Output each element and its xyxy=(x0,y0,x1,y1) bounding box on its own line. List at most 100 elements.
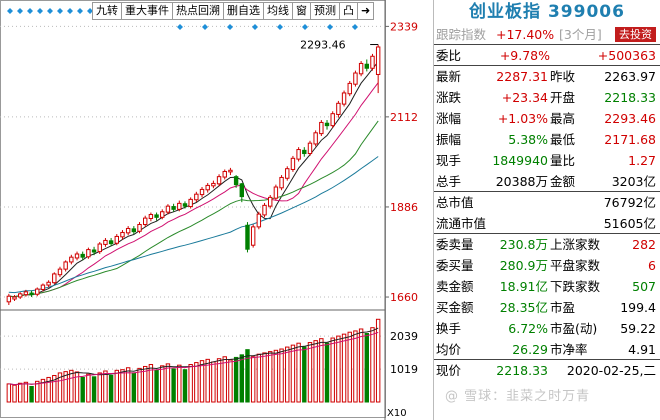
candle-body xyxy=(290,157,296,170)
toolbar-item-2[interactable]: 热点回溯 xyxy=(173,3,224,19)
stats-value: 6 xyxy=(648,258,656,273)
volume-bar xyxy=(336,335,341,403)
volume-ma10-line xyxy=(8,331,379,386)
toolbar-item-7[interactable]: 凸 xyxy=(340,3,358,19)
volume-bar xyxy=(120,369,125,403)
quote-label: 涨跌 xyxy=(436,90,462,105)
candle-body xyxy=(358,62,364,75)
volume-bar xyxy=(302,346,307,403)
candle-body xyxy=(188,198,193,208)
volume-bar xyxy=(233,356,239,403)
candle-body xyxy=(137,223,142,232)
stats-value: 230.8万 xyxy=(499,237,548,252)
candle-body xyxy=(256,213,262,228)
quote-label: 总手 xyxy=(436,174,462,189)
market-label: 流通市值 xyxy=(436,216,487,231)
stats-value: 28.35亿 xyxy=(499,300,548,315)
volume-bar xyxy=(108,375,114,403)
candle-body xyxy=(341,92,347,105)
stats-label: 卖金额 xyxy=(436,279,474,294)
kline-chart-svg[interactable]: 2339 2112 1886 1660 2039 1019 X10 2293.46 xyxy=(0,0,433,420)
event-marker-icon xyxy=(77,8,83,14)
quote-value: 2171.68 xyxy=(604,132,656,147)
volume-bar xyxy=(86,373,91,403)
event-marker-icon xyxy=(7,8,13,14)
candle-body xyxy=(228,169,233,173)
event-marker-icon xyxy=(277,24,283,30)
event-marker-icon xyxy=(227,24,233,30)
invest-button[interactable]: 去投资 xyxy=(615,27,656,42)
footer-row: 现价 2218.33 2020-02-25,二 xyxy=(434,360,660,381)
event-marker-icon xyxy=(27,8,33,14)
quote-label: 振幅 xyxy=(436,132,462,147)
ma5-line xyxy=(8,61,379,298)
candle-body xyxy=(233,176,239,186)
volume-bar xyxy=(74,371,80,403)
candle-body xyxy=(307,142,313,155)
high-marker-label: 2293.46 xyxy=(300,39,346,52)
volume-bar xyxy=(262,352,267,403)
volume-bar xyxy=(35,380,40,403)
stats-row: 委卖量 230.8万 上涨家数 282 xyxy=(434,234,660,255)
volume-bar xyxy=(143,365,148,403)
volume-bar xyxy=(12,384,17,403)
toolbar-item-5[interactable]: 窗 xyxy=(293,3,311,19)
volume-bar xyxy=(211,361,216,403)
stats-label: 委卖量 xyxy=(436,237,474,252)
stats-row: 换手 6.72% 市盈(动) 59.22 xyxy=(434,318,660,339)
stats-label: 均价 xyxy=(436,342,462,357)
stats-value: 26.29 xyxy=(512,342,548,357)
volume-bar xyxy=(239,354,245,403)
candle-body xyxy=(239,183,245,198)
candle-body xyxy=(330,113,335,127)
candle-body xyxy=(216,176,222,185)
toolbar-item-1[interactable]: 重大事件 xyxy=(122,3,173,19)
volume-bar xyxy=(52,375,57,403)
quote-row: 最新 2287.31 昨收 2263.97 xyxy=(434,66,660,87)
quote-value: +23.34 xyxy=(501,90,548,105)
candle-body xyxy=(91,249,97,253)
event-marker-icon xyxy=(302,24,308,30)
stats-label: 市净率 xyxy=(550,342,588,357)
candle-body xyxy=(120,231,125,238)
volume-bar xyxy=(279,348,284,403)
volume-bar xyxy=(63,371,68,403)
quote-row: 总手 20388万 金额 3203亿 xyxy=(434,171,660,192)
candle-body xyxy=(296,149,301,160)
price-tick-label: 1886 xyxy=(390,201,418,214)
volume-bar xyxy=(194,362,199,403)
price-tick-label: 2112 xyxy=(390,111,418,124)
volume-bar xyxy=(375,318,381,403)
volume-bar xyxy=(250,356,256,403)
candle-body xyxy=(319,121,324,135)
volume-bar xyxy=(222,356,227,403)
toolbar-item-8[interactable]: ➜ xyxy=(361,4,371,17)
quote-value: 1849940 xyxy=(492,153,548,168)
track-row: 跟踪指数 +17.40% [3个月] 去投资 xyxy=(434,24,660,45)
kline-chart-area[interactable]: 2339 2112 1886 1660 2039 1019 X10 2293.46 九转 重大事… xyxy=(0,0,433,420)
index-title: 创业板指 399006 xyxy=(469,2,625,22)
candle-body xyxy=(245,224,250,250)
volume-bar xyxy=(69,369,74,403)
toolbar-item-0[interactable]: 九转 xyxy=(93,3,122,19)
toolbar-item-6[interactable]: 预测 xyxy=(311,3,340,19)
candle-body xyxy=(364,63,370,69)
stats-value: 6.72% xyxy=(508,321,548,336)
stats-label: 市盈(动) xyxy=(550,321,598,336)
candle-body xyxy=(205,184,210,191)
chart-toolbar: 九转 重大事件 热点回溯 删自选 均线窗预测凸 ➜ xyxy=(92,2,375,20)
volume-bar xyxy=(353,330,358,403)
toolbar-item-3[interactable]: 删自选 xyxy=(224,3,264,19)
quote-value: 2263.97 xyxy=(604,69,656,84)
event-marker-icon xyxy=(252,24,258,30)
stats-label: 平盘家数 xyxy=(550,258,601,273)
volume-bar xyxy=(131,372,137,403)
candle-body xyxy=(148,214,154,220)
quote-row: 涨跌 +23.34 开盘 2218.33 xyxy=(434,87,660,108)
candle-body xyxy=(279,176,284,189)
toolbar-item-4[interactable]: 均线 xyxy=(264,3,293,19)
candle-body xyxy=(18,293,23,298)
volume-bar xyxy=(91,376,97,403)
candle-body xyxy=(194,193,199,201)
candle-body xyxy=(268,196,273,207)
